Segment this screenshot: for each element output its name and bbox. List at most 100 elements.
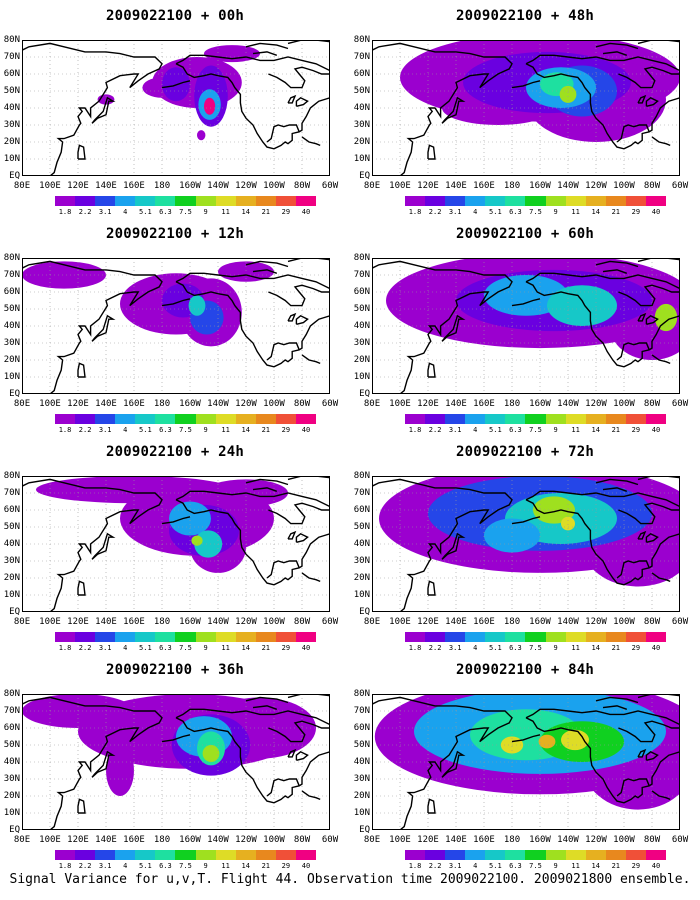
coastline: [252, 705, 278, 710]
coastline: [161, 734, 191, 743]
colorbar-swatch: [255, 632, 276, 642]
colorbar-label: 9: [203, 208, 208, 216]
colorbar: [405, 414, 667, 424]
variance-contour: [204, 45, 260, 63]
colorbar-swatch: [525, 632, 546, 642]
longitude-label: 120W: [585, 835, 607, 845]
longitude-label: 120E: [417, 399, 439, 409]
colorbar-swatch: [295, 414, 317, 424]
colorbar-swatch: [195, 196, 216, 206]
colorbar-swatch: [545, 632, 566, 642]
coastline: [22, 42, 163, 176]
map-plot: [372, 694, 680, 830]
colorbar-swatch: [505, 414, 526, 424]
latitude-label: 20N: [353, 355, 370, 365]
colorbar-swatch: [445, 632, 466, 642]
coastline: [616, 560, 650, 579]
colorbar-label: 14: [241, 208, 250, 216]
colorbar-label: 6.3: [159, 862, 172, 870]
coastline: [372, 260, 513, 394]
colorbar-swatch: [95, 196, 116, 206]
latitude-label: 60N: [353, 505, 370, 515]
latitude-label: 20N: [353, 573, 370, 583]
longitude-label: 140E: [95, 399, 117, 409]
coastline: [595, 696, 639, 704]
colorbar-swatch: [565, 196, 586, 206]
colorbar-swatch: [465, 850, 486, 860]
longitude-label: 140E: [95, 835, 117, 845]
longitude-label: 140W: [207, 835, 229, 845]
latitude-label: 80N: [353, 471, 370, 481]
longitude-label: 60W: [671, 181, 689, 191]
longitude-label: 120E: [67, 399, 89, 409]
latitude-label: 10N: [353, 808, 370, 818]
latitude-label: 60N: [353, 723, 370, 733]
colorbar-label: 21: [611, 426, 621, 434]
map-plot: [372, 476, 680, 612]
longitude-label: 160E: [123, 181, 145, 191]
colorbar-label: 29: [631, 208, 641, 216]
colorbar-label: 9: [553, 208, 558, 216]
colorbar-label: 21: [261, 862, 271, 870]
longitude-label: 120W: [585, 181, 607, 191]
latitude-label: 30N: [3, 120, 20, 130]
coastline: [245, 696, 289, 704]
panel-title: 2009022100 + 84h: [455, 662, 595, 678]
colorbar: [405, 196, 667, 206]
colorbar-swatch: [545, 414, 566, 424]
longitude-label: 180: [503, 399, 521, 409]
colorbar-label: 6.3: [159, 644, 172, 652]
colorbar-label: 7.5: [529, 426, 542, 434]
colorbar-label: 3.1: [98, 208, 112, 216]
latitude-label: 30N: [3, 774, 20, 784]
coastline: [245, 478, 289, 486]
colorbar-label: 4: [123, 208, 128, 216]
latitude-label: 40N: [3, 539, 20, 549]
coastline: [22, 260, 163, 394]
coastline: [301, 790, 321, 801]
colorbar-swatch: [135, 196, 156, 206]
colorbar-label: 14: [591, 426, 600, 434]
coastline: [266, 342, 300, 361]
latitude-label: 20N: [3, 355, 20, 365]
coastline: [525, 499, 680, 586]
colorbar-swatch: [625, 632, 646, 642]
colorbar-swatch: [115, 632, 136, 642]
latitude-label: 50N: [353, 522, 370, 532]
colorbar-swatch: [525, 850, 546, 860]
coastline: [175, 717, 330, 804]
colorbar-label: 1.8: [58, 862, 72, 870]
coastline: [175, 272, 330, 290]
longitude-label: 180: [503, 617, 521, 627]
colorbar-label: 3.1: [98, 644, 112, 652]
colorbar-swatch: [215, 632, 236, 642]
coastline: [301, 572, 321, 583]
colorbar-label: 9: [553, 426, 558, 434]
longitude-label: 140W: [207, 617, 229, 627]
colorbar-swatch: [75, 632, 96, 642]
latitude-label: EQ: [359, 171, 370, 181]
panel-title: 2009022100 + 48h: [455, 8, 595, 24]
coastline: [525, 63, 680, 150]
latitude-label: 80N: [353, 35, 370, 45]
latitude-label: EQ: [359, 607, 370, 617]
colorbar-label: 5.1: [489, 426, 502, 434]
coastline: [616, 342, 650, 361]
longitude-label: 140E: [95, 617, 117, 627]
coastline: [427, 362, 436, 378]
colorbar-swatch: [255, 196, 276, 206]
longitude-label: 80E: [13, 399, 31, 409]
longitude-label: 120W: [235, 835, 257, 845]
coastline: [287, 748, 297, 758]
colorbar-swatch: [175, 850, 196, 860]
colorbar-label: 5.1: [139, 644, 152, 652]
coastline: [22, 696, 163, 830]
coastline: [266, 124, 300, 143]
longitude-label: 140E: [445, 399, 467, 409]
colorbar-label: 3.1: [98, 862, 112, 870]
longitude-label: 120W: [235, 181, 257, 191]
colorbar-label: 14: [591, 208, 600, 216]
colorbar-swatch: [275, 632, 296, 642]
colorbar-label: 2.2: [78, 426, 92, 434]
coastline: [441, 314, 466, 342]
